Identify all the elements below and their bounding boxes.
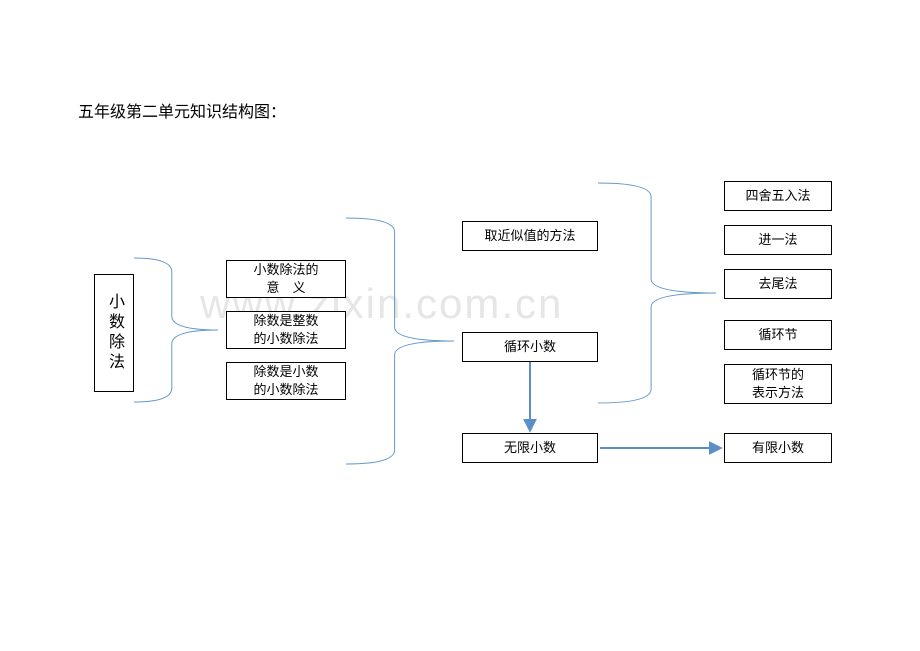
arrows (0, 0, 920, 651)
